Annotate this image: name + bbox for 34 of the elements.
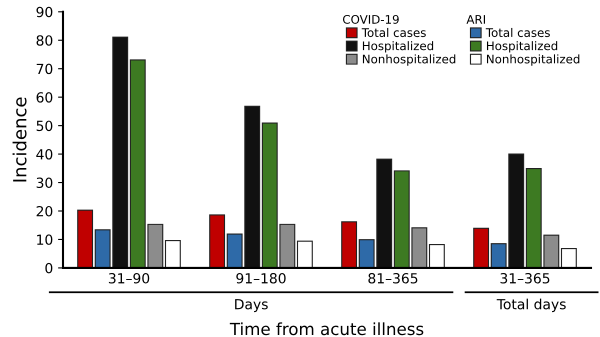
y-tick-label: 30 — [36, 178, 52, 188]
x-tick-label: 31–365 — [500, 273, 550, 284]
x-tick-label: 91–180 — [236, 273, 286, 284]
y-tick-label: 80 — [36, 35, 52, 46]
bar — [130, 59, 146, 268]
y-tick-label: 10 — [37, 234, 52, 245]
legend-label: Hospitalized — [362, 41, 434, 53]
text: Total days — [496, 298, 566, 312]
bar — [508, 154, 524, 268]
legend-label: Total cases — [362, 28, 426, 38]
bar — [262, 122, 278, 268]
y-tick-label: 60 — [36, 92, 52, 103]
bar — [394, 170, 410, 268]
bar — [526, 168, 542, 268]
x-axis-title: Time from acute illness — [230, 322, 424, 336]
bar — [244, 106, 260, 268]
legend-label: Total cases — [486, 28, 550, 38]
legend-label: Hospitalized — [486, 41, 558, 53]
y-tick-label: 20 — [36, 206, 52, 216]
x-tick-label: 31–90 — [108, 273, 150, 284]
annotation: COVID-19 — [342, 14, 399, 24]
y-tick-label: 0 — [45, 262, 52, 274]
legend-label: Nonhospitalized — [362, 54, 456, 66]
y-axis-title: Incidence — [12, 97, 27, 182]
y-tick-label: 50 — [36, 120, 52, 132]
legend-label: Nonhospitalized — [486, 54, 580, 66]
y-tick-label: 40 — [36, 149, 52, 160]
annotation: ARI — [466, 15, 485, 24]
y-tick-label: 70 — [36, 64, 52, 74]
bar — [112, 36, 128, 268]
y-tick-label: 90 — [36, 6, 52, 18]
text: Days — [235, 299, 268, 312]
bar — [376, 158, 392, 268]
x-tick-label: 81–365 — [368, 273, 418, 284]
